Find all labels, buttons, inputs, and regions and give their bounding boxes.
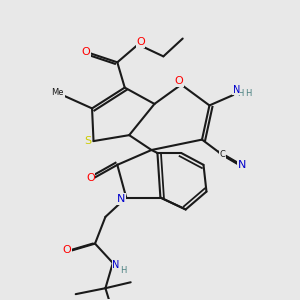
Text: N: N (112, 260, 119, 270)
Text: O: O (86, 173, 95, 183)
Text: N: N (238, 160, 246, 170)
Text: S: S (85, 136, 92, 146)
Text: Me: Me (52, 88, 64, 97)
Text: O: O (62, 244, 71, 255)
Text: H: H (245, 89, 251, 98)
Text: O: O (175, 76, 183, 86)
Text: C: C (220, 150, 226, 159)
Text: H: H (120, 266, 126, 275)
Text: H: H (238, 89, 244, 98)
Text: O: O (82, 47, 91, 57)
Text: N: N (232, 85, 240, 95)
Text: O: O (136, 37, 145, 47)
Text: N: N (117, 194, 125, 204)
